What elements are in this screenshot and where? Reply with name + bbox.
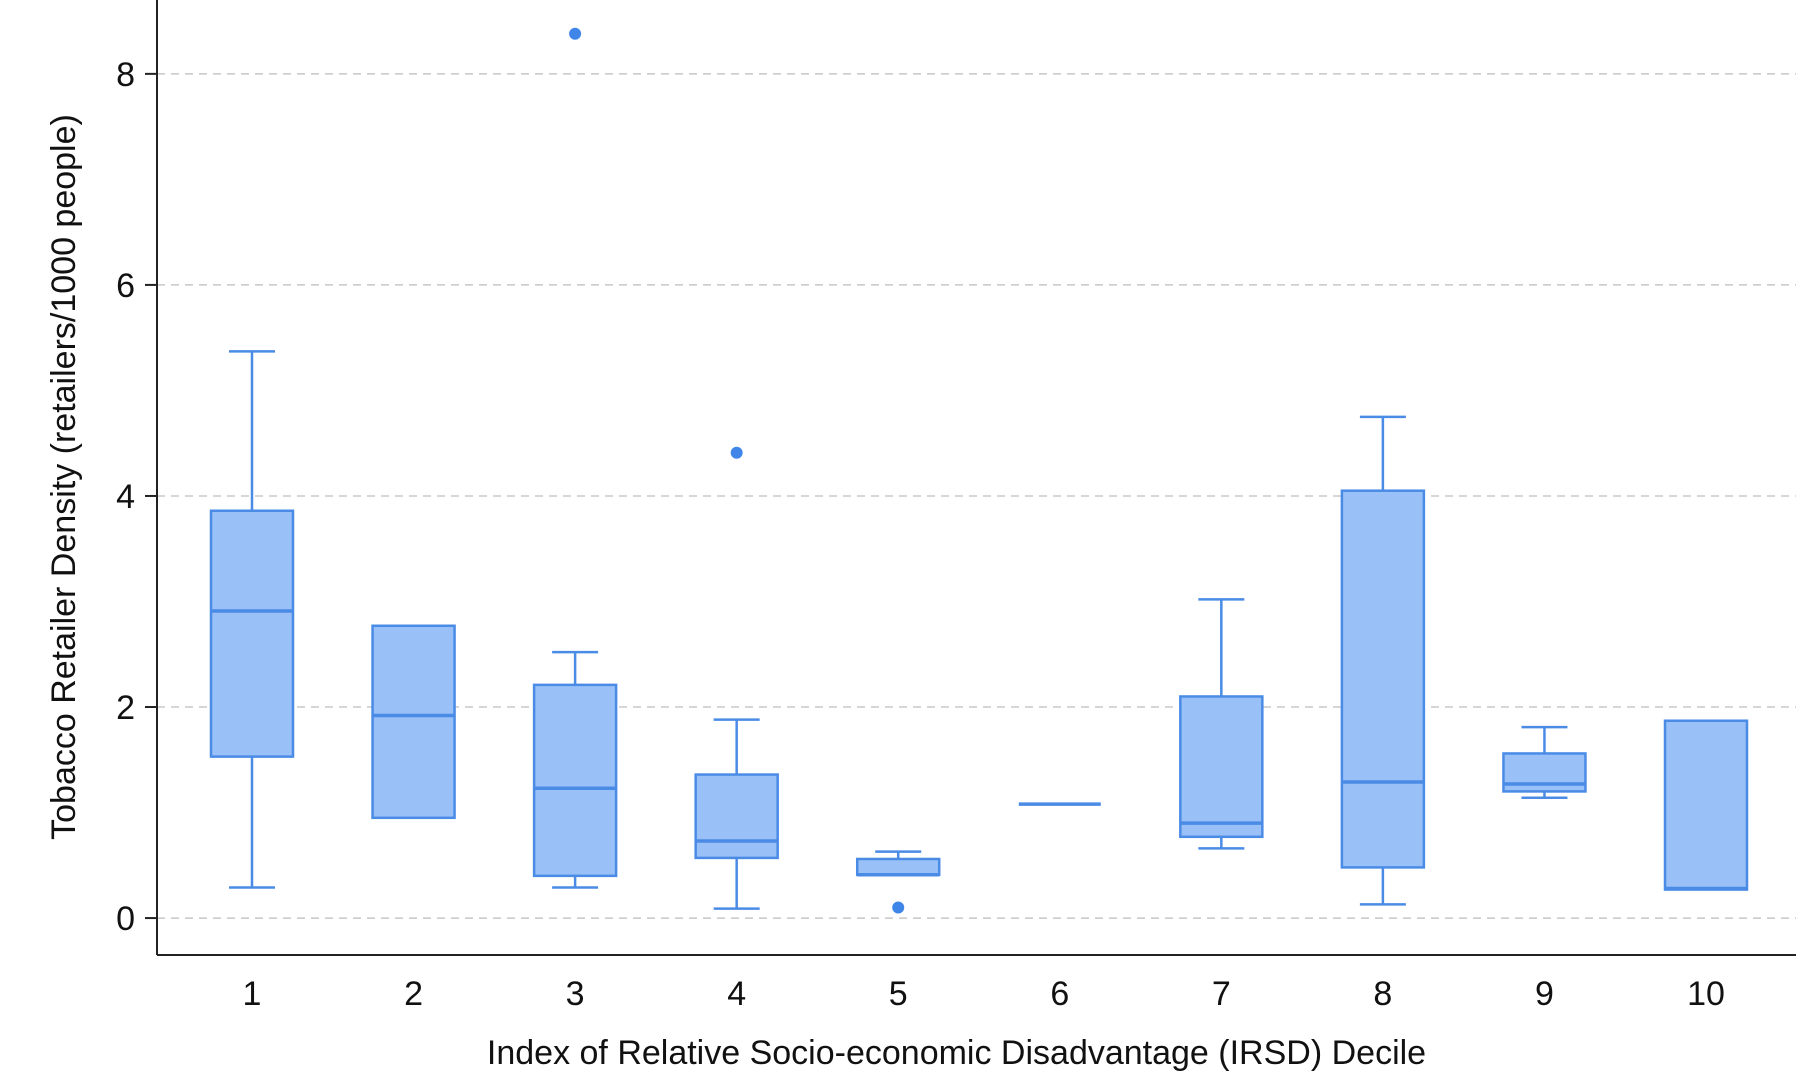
x-tick-label: 2: [404, 975, 423, 1013]
outlier-point: [569, 27, 582, 40]
x-tick-label: 7: [1212, 975, 1231, 1013]
tick-labels: 0 2 4 6 8 1 2 3 4 5 6 7 8 9 10: [116, 56, 1725, 1013]
box-group: [855, 850, 941, 914]
box-group: [1663, 719, 1749, 891]
x-tick-label: 5: [889, 975, 908, 1013]
box-group: [371, 624, 456, 820]
y-tick-label: 2: [116, 689, 135, 727]
x-tick-label: 3: [566, 975, 585, 1013]
y-tick-label: 4: [116, 478, 135, 516]
x-tick-label: 4: [727, 975, 746, 1013]
iqr-box: [855, 857, 941, 877]
box-plot-series: [209, 27, 1749, 914]
box-group: [1179, 598, 1264, 850]
y-axis-title: Tobacco Retailer Density (retailers/1000…: [45, 114, 83, 840]
y-tick-label: 6: [116, 267, 135, 305]
outlier-point: [892, 901, 905, 914]
x-tick-label: 10: [1687, 975, 1725, 1013]
y-tick-label: 0: [116, 900, 135, 938]
iqr-box: [694, 773, 779, 860]
iqr-box: [1663, 719, 1749, 891]
x-tick-label: 6: [1050, 975, 1069, 1013]
x-axis-title: Index of Relative Socio-economic Disadva…: [487, 1034, 1426, 1072]
x-tick-label: 9: [1535, 975, 1554, 1013]
box-group: [694, 446, 779, 910]
iqr-box: [371, 624, 456, 820]
iqr-box: [1340, 489, 1426, 869]
box-group: [532, 27, 618, 889]
iqr-box: [209, 509, 295, 758]
box-group: [209, 350, 295, 889]
x-tick-label: 8: [1373, 975, 1392, 1013]
outlier-point: [730, 446, 743, 459]
box-group: [1502, 725, 1587, 800]
iqr-box: [1179, 695, 1264, 839]
iqr-box: [532, 683, 618, 878]
axes: [156, 0, 1796, 956]
box-group: [1340, 415, 1426, 906]
x-tick-label: 1: [243, 975, 262, 1013]
y-tick-label: 8: [116, 56, 135, 94]
